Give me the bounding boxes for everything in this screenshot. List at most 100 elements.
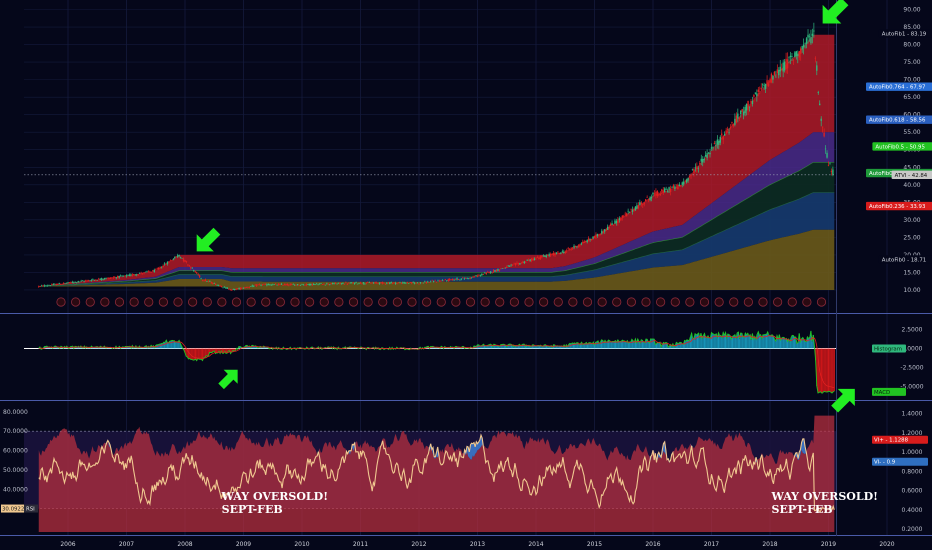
price-candle-body	[175, 256, 177, 258]
price-candle-body	[441, 280, 444, 281]
price-candle-body	[356, 283, 359, 285]
price-candle-body	[605, 229, 607, 231]
x-tick-label: 2018	[762, 541, 777, 548]
price-candle-body	[684, 180, 686, 182]
price-candle-body	[380, 282, 382, 283]
price-candle-body	[680, 185, 682, 187]
price-candle-body	[577, 245, 580, 247]
price-candle-body	[242, 288, 245, 289]
price-candle-body	[152, 270, 154, 272]
fib-band	[38, 34, 835, 287]
oscillator-panel[interactable]	[24, 330, 836, 394]
price-candle-body	[568, 249, 571, 250]
price-candle-body	[92, 279, 94, 280]
vi-tag: VI- - 0.9	[872, 457, 928, 466]
price-candle-body	[819, 103, 821, 106]
price-candle-body	[355, 282, 357, 283]
price-candle-body	[337, 282, 340, 284]
price-candle-body	[807, 34, 809, 38]
price-candle-body	[302, 284, 305, 286]
price-candle-body	[95, 279, 97, 281]
price-series[interactable]	[24, 22, 836, 291]
price-candle-body	[274, 283, 277, 285]
price-candle-body	[383, 282, 385, 284]
price-candle-body	[292, 284, 294, 285]
arrow-marker	[822, 0, 849, 24]
price-candle-body	[111, 277, 113, 279]
price-candle-body	[59, 284, 62, 285]
price-candle-body	[127, 274, 129, 276]
price-candle-body	[184, 260, 186, 262]
x-tick-label: 2016	[645, 541, 660, 548]
price-candle-body	[637, 205, 640, 209]
level-tag: AutoFib0.618 - 58.56	[866, 115, 932, 124]
price-candle-body	[706, 153, 708, 158]
price-candle-body	[820, 118, 822, 121]
price-candle-body	[587, 238, 590, 241]
price-candle-body	[530, 258, 533, 261]
price-candle-body	[792, 59, 795, 61]
price-candle-body	[709, 152, 711, 155]
y-axis-oscillator: 2.5000 0.0000 -2.5000 -5.0000	[900, 326, 923, 390]
osc-tag-bg	[872, 387, 906, 396]
price-candle-body	[759, 91, 761, 93]
price-candle-body	[83, 280, 85, 282]
price-candle-body	[188, 265, 191, 267]
price-candle-body	[804, 43, 806, 44]
price-candle-body	[46, 285, 49, 287]
earnings-marker	[100, 297, 110, 307]
vi-tick-label: 1.2000	[902, 430, 923, 437]
earnings-marker	[553, 297, 563, 307]
earnings-marker	[524, 297, 534, 307]
fib-guide-line	[38, 192, 835, 287]
price-candle-body	[125, 275, 128, 277]
price-candle-body	[687, 177, 689, 181]
price-candle-body	[451, 278, 454, 281]
level-tag-text: AutoFib0.618 - 58.56	[869, 118, 926, 124]
price-candle-body	[124, 275, 126, 276]
price-candle-body	[324, 284, 327, 286]
price-candle-body	[498, 270, 501, 271]
price-candle-body	[507, 265, 509, 267]
price-candle-body	[738, 118, 740, 119]
price-candle-body	[704, 154, 707, 157]
price-candle-body	[194, 271, 196, 272]
price-candle-body	[269, 284, 271, 286]
price-candle-body	[146, 271, 148, 272]
price-candle-body	[349, 282, 351, 284]
x-tick-label: 2006	[60, 541, 75, 548]
x-tick-label: 2020	[879, 541, 894, 548]
price-candle-body	[39, 285, 41, 287]
price-candle-body	[80, 280, 82, 282]
level-tag-bg	[878, 29, 932, 38]
price-candle-body	[489, 271, 492, 274]
earnings-marker	[261, 297, 271, 307]
price-candle-body	[156, 268, 158, 270]
price-candle-body	[79, 281, 81, 283]
price-candle-body	[636, 205, 638, 209]
price-candle-body	[453, 279, 455, 281]
price-candle-body	[484, 272, 486, 274]
price-candle-body	[289, 284, 291, 285]
price-candle-body	[450, 279, 452, 281]
price-candle-body	[295, 284, 297, 286]
price-candle-body	[77, 281, 79, 283]
price-candle-body	[137, 274, 139, 276]
price-candle-body	[330, 283, 332, 285]
rsi-panel[interactable]	[24, 415, 836, 532]
y-tick-label: 30.00	[903, 217, 920, 224]
price-candle-body	[416, 282, 419, 284]
x-tick-label: 2015	[587, 541, 602, 548]
price-candle-body	[554, 253, 556, 256]
rsi-tick-label: 60.0000	[3, 448, 28, 455]
level-tag: AutoFib0.236 - 33.93	[866, 201, 932, 211]
price-candle-body	[564, 251, 566, 253]
price-candle-body	[633, 209, 635, 211]
price-candle-body	[495, 269, 498, 272]
price-candle-body	[305, 283, 308, 286]
price-candle-body	[700, 158, 702, 162]
price-candle-body	[108, 277, 110, 280]
price-candle-body	[457, 278, 460, 280]
price-candle-body	[98, 278, 100, 280]
